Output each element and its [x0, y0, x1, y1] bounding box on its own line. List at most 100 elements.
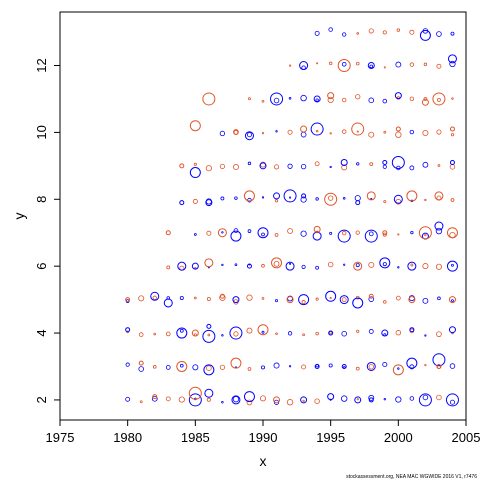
residual-point-small [383, 200, 387, 204]
residual-point-small [409, 396, 415, 401]
residual-point-small [274, 199, 279, 203]
residual-point-negative [421, 98, 429, 106]
residual-point-small [288, 196, 292, 199]
residual-point-small [288, 96, 292, 100]
residual-point-small [368, 329, 374, 334]
residual-point-negative [432, 92, 446, 106]
residual-point-positive [313, 95, 321, 103]
residual-point-small [328, 27, 333, 32]
residual-point-small [355, 230, 360, 235]
residual-point-negative [392, 364, 404, 376]
residual-point-positive [232, 296, 240, 304]
residual-point-small [383, 300, 387, 304]
residual-point-small [315, 265, 320, 270]
residual-point-small [233, 228, 239, 233]
residual-point-small [192, 364, 199, 371]
x-axis: 1975 1980 1985 1990 1995 2000 2005 [46, 420, 480, 445]
residual-point-small [395, 396, 402, 403]
residual-point-small [342, 97, 347, 103]
residual-point-small [275, 130, 278, 133]
residual-point-small [287, 331, 293, 336]
residual-point-negative [327, 92, 335, 100]
residual-point-small [246, 294, 253, 301]
residual-point-small [424, 198, 427, 202]
residual-point-small [355, 366, 360, 371]
y-tick-label: 12 [34, 58, 49, 72]
residual-point-small [316, 62, 319, 65]
residual-point-small [437, 97, 441, 102]
residual-point-negative [337, 59, 351, 73]
residual-point-positive [243, 391, 255, 403]
residual-point-small [435, 227, 443, 235]
residual-point-small [300, 131, 307, 138]
residual-point-negative [418, 226, 432, 240]
residual-point-positive [298, 294, 310, 306]
residual-point-small [165, 396, 171, 402]
residual-point-negative [313, 225, 321, 233]
residual-point-negative [449, 126, 455, 132]
x-axis-label: x [260, 453, 267, 469]
residual-point-small [261, 365, 265, 370]
residual-point-small [287, 228, 293, 234]
residual-point-negative [204, 258, 214, 268]
residual-point-small [450, 198, 455, 202]
residual-point-small [368, 261, 375, 268]
residual-point-small [409, 62, 415, 67]
residual-point-small [261, 196, 265, 199]
residual-point-positive [191, 262, 199, 270]
residual-point-positive [406, 357, 418, 369]
residual-point-small [424, 233, 427, 237]
residual-point-small [422, 394, 429, 401]
residual-point-positive [257, 227, 269, 239]
residual-point-small [382, 262, 387, 267]
residual-point-negative [217, 228, 227, 238]
residual-point-small [221, 334, 224, 337]
residual-point-positive [407, 261, 417, 271]
residual-point-small [178, 396, 185, 403]
residual-point-positive [328, 330, 334, 336]
residual-point-small [383, 66, 386, 69]
residual-point-small [165, 331, 171, 337]
residual-point-small [206, 365, 212, 372]
residual-point-positive [381, 329, 389, 337]
residual-point-small [289, 262, 292, 265]
residual-point-small [342, 32, 347, 37]
residual-point-small [368, 296, 375, 302]
residual-point-small [315, 197, 319, 201]
residual-point-small [329, 231, 333, 235]
residual-point-small [247, 197, 252, 203]
residual-point-negative [353, 261, 363, 271]
residual-point-negative [219, 293, 225, 299]
residual-point-small [314, 398, 320, 404]
residual-point-positive [300, 396, 308, 404]
residual-point-small [273, 97, 280, 104]
residual-point-positive [354, 396, 362, 404]
residual-point-positive [285, 261, 295, 271]
x-tick-label: 1985 [181, 430, 210, 445]
residual-point-positive [163, 298, 173, 308]
residual-point-small [382, 30, 387, 35]
residual-point-small [423, 97, 428, 101]
residual-point-small [397, 367, 400, 370]
residual-point-small [194, 296, 197, 300]
residual-point-small [193, 233, 197, 236]
residual-point-small [275, 332, 278, 335]
residual-point-small [314, 161, 320, 167]
residual-point-small [342, 230, 347, 236]
residual-point-positive [337, 229, 351, 243]
residual-point-small [234, 263, 238, 267]
residual-point-small [261, 232, 265, 237]
residual-point-negative [176, 360, 188, 372]
residual-point-small [328, 363, 333, 368]
residual-point-small [356, 329, 360, 333]
residual-point-small [435, 263, 442, 270]
residual-point-positive [364, 229, 378, 243]
residual-point-positive [448, 326, 456, 334]
residual-point-small [355, 263, 360, 268]
residual-point-small [138, 295, 145, 302]
residual-point-positive [368, 397, 374, 403]
residual-point-small [165, 365, 171, 370]
residual-point-small [409, 96, 415, 102]
residual-point-small [246, 327, 253, 334]
residual-point-small [451, 299, 454, 303]
